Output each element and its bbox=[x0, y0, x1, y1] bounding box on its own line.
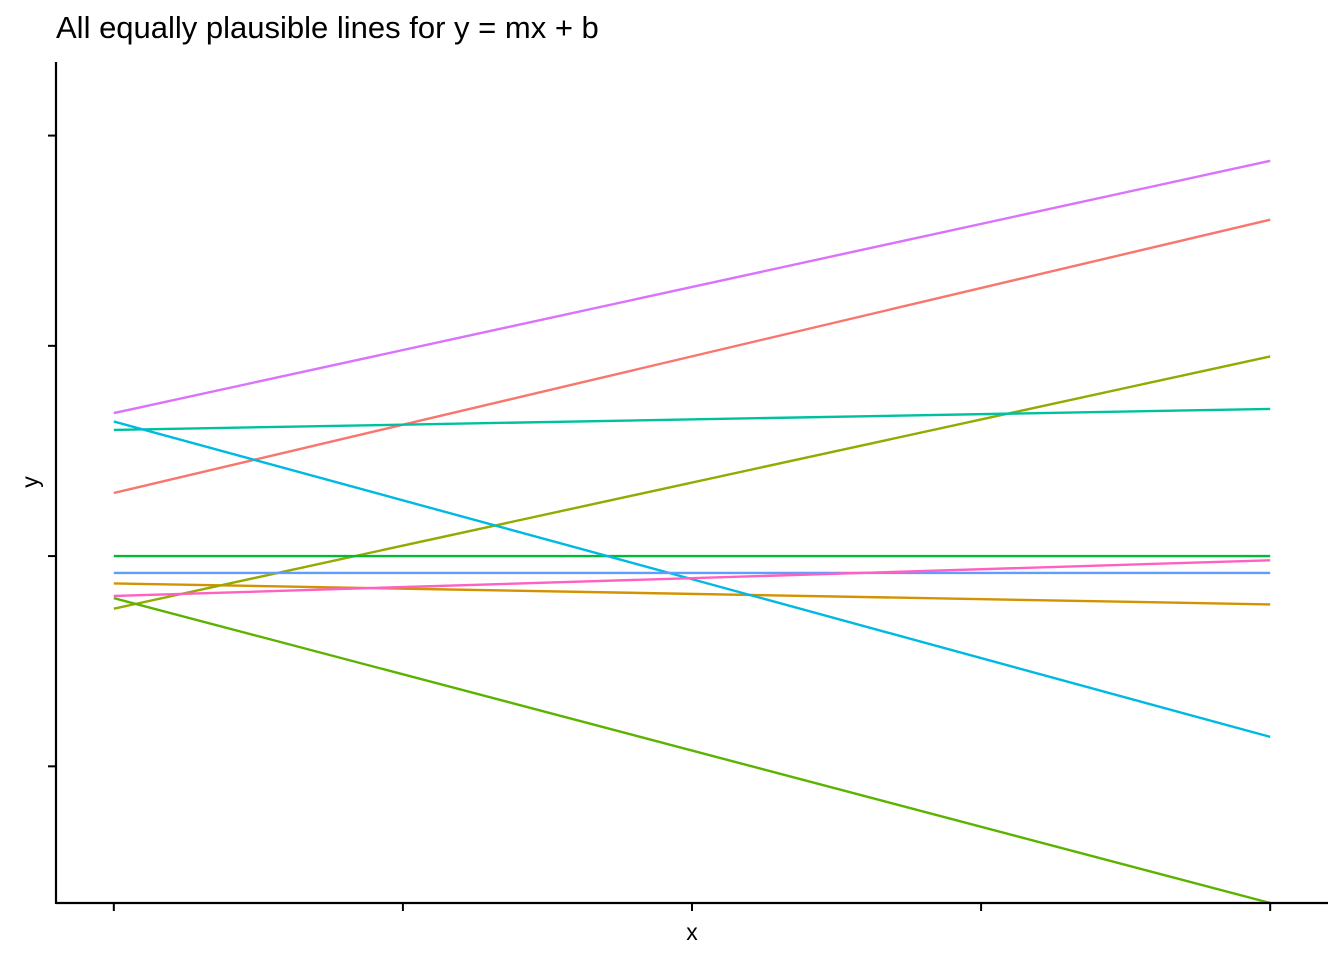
series-line-4 bbox=[113, 596, 1271, 905]
x-ticks bbox=[112, 903, 1272, 911]
series-lines bbox=[113, 159, 1271, 905]
series-line-1 bbox=[113, 218, 1271, 495]
series-line-9 bbox=[113, 159, 1271, 415]
y-ticks bbox=[48, 134, 56, 768]
series-line-2 bbox=[113, 582, 1271, 606]
series-line-6 bbox=[113, 407, 1271, 432]
chart-title: All equally plausible lines for y = mx +… bbox=[56, 10, 599, 45]
series-line-3 bbox=[113, 355, 1271, 610]
series-line-10 bbox=[113, 559, 1271, 598]
x-axis-label: x bbox=[686, 919, 698, 945]
y-axis-label: y bbox=[17, 476, 43, 488]
